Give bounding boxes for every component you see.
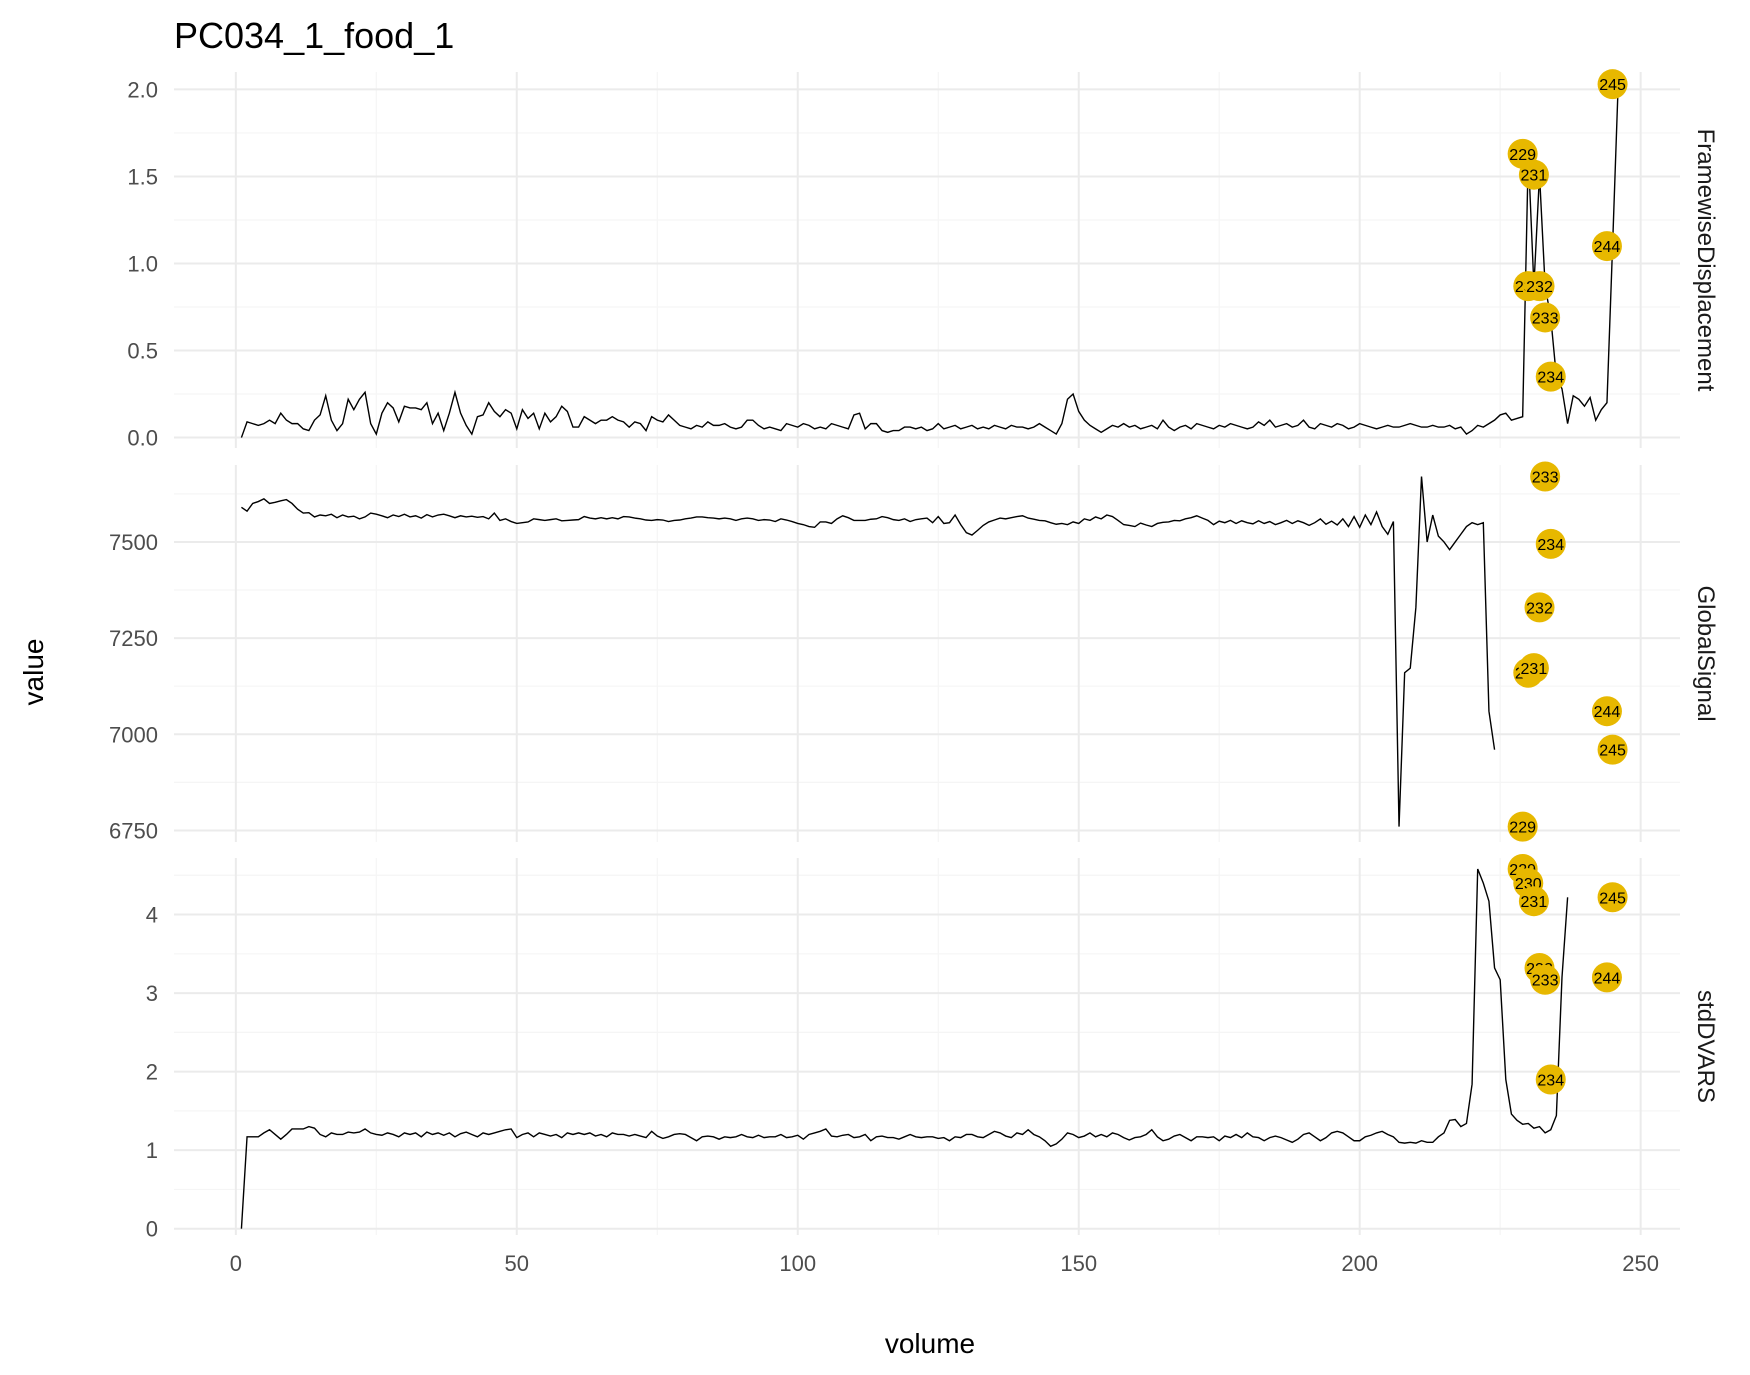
flagged-point-marker [1518, 653, 1549, 684]
flagged-point-marker [1535, 361, 1566, 392]
flagged-point-label: 244 [1594, 239, 1621, 256]
flagged-point: 232 [1524, 271, 1555, 302]
flagged-point: 234 [1535, 361, 1566, 392]
y-tick-label: 7000 [109, 722, 158, 747]
x-tick-label: 0 [230, 1251, 242, 1276]
y-tick-label: 2 [146, 1060, 158, 1085]
flagged-point-marker [1535, 1064, 1566, 1095]
flagged-point-label: 245 [1599, 743, 1626, 760]
y-tick-label: 0 [146, 1217, 158, 1242]
y-tick-label: 3 [146, 981, 158, 1006]
flagged-point-label: 231 [1521, 894, 1548, 911]
flagged-point: 245 [1597, 69, 1628, 100]
flagged-point-marker [1507, 811, 1538, 842]
flagged-point-label: 234 [1537, 537, 1564, 554]
flagged-point: 232 [1524, 592, 1555, 623]
flagged-point: 231 [1518, 886, 1549, 917]
flagged-point-marker [1535, 528, 1566, 559]
flagged-point-label: 231 [1521, 661, 1548, 678]
flagged-point-marker [1518, 159, 1549, 190]
y-tick-label: 0.0 [127, 426, 158, 451]
flagged-point-marker [1530, 461, 1561, 492]
flagged-point-label: 233 [1532, 310, 1559, 327]
x-axis-title: volume [885, 1328, 975, 1359]
flagged-point: 245 [1597, 734, 1628, 765]
flagged-point-marker [1524, 271, 1555, 302]
y-tick-label: 7500 [109, 530, 158, 555]
x-tick-label: 200 [1341, 1251, 1378, 1276]
flagged-point: 244 [1591, 231, 1622, 262]
y-tick-label: 2.0 [127, 77, 158, 102]
flagged-point: 233 [1530, 302, 1561, 333]
flagged-point: 234 [1535, 1064, 1566, 1095]
flagged-point-marker [1530, 964, 1561, 995]
y-tick-label: 1.0 [127, 251, 158, 276]
flagged-point-label: 233 [1532, 973, 1559, 990]
series-line-FramewiseDisplacement [240, 84, 1619, 438]
facet-panel-FramewiseDisplacement: 0.00.51.01.52.0229230231232233234244245F… [127, 69, 1719, 451]
flagged-point-label: 244 [1594, 704, 1621, 721]
flagged-point: 231 [1518, 159, 1549, 190]
flagged-point-label: 245 [1599, 890, 1626, 907]
flagged-point-label: 233 [1532, 470, 1559, 487]
y-tick-label: 4 [146, 903, 158, 928]
flagged-point-marker [1524, 592, 1555, 623]
flagged-point: 244 [1591, 962, 1622, 993]
flagged-point-marker [1591, 696, 1622, 727]
flagged-point-label: 234 [1537, 1072, 1564, 1089]
x-tick-label: 250 [1622, 1251, 1659, 1276]
y-tick-label: 1.5 [127, 164, 158, 189]
flagged-point-marker [1597, 734, 1628, 765]
flagged-point: 244 [1591, 696, 1622, 727]
flagged-point-marker [1591, 962, 1622, 993]
x-tick-label: 100 [779, 1251, 816, 1276]
y-tick-label: 1 [146, 1138, 158, 1163]
flagged-point: 233 [1530, 964, 1561, 995]
flagged-point-label: 232 [1526, 279, 1553, 296]
facet-panel-stdDVARS: 01234229230231232233234244245stdDVARS [146, 853, 1719, 1242]
facet-strip-label: GlobalSignal [1692, 585, 1719, 721]
facet-strip-label: FramewiseDisplacement [1692, 129, 1719, 392]
flagged-point-label: 234 [1537, 370, 1564, 387]
flagged-point-marker [1597, 69, 1628, 100]
flagged-point-label: 229 [1509, 820, 1536, 837]
flagged-point-label: 231 [1521, 168, 1548, 185]
flagged-point: 234 [1535, 528, 1566, 559]
flagged-point-label: 244 [1594, 970, 1621, 987]
flagged-point-label: 245 [1599, 77, 1626, 94]
flagged-point: 231 [1518, 653, 1549, 684]
y-tick-label: 7250 [109, 626, 158, 651]
y-tick-label: 0.5 [127, 339, 158, 364]
y-tick-label: 6750 [109, 818, 158, 843]
flagged-point-label: 229 [1509, 147, 1536, 164]
flagged-point: 229 [1507, 811, 1538, 842]
flagged-point-marker [1597, 882, 1628, 913]
flagged-point-label: 232 [1526, 600, 1553, 617]
y-axis-title: value [18, 639, 49, 706]
x-tick-label: 150 [1060, 1251, 1097, 1276]
facet-panel-GlobalSignal: 6750700072507500229230231232233234244245… [109, 461, 1719, 843]
x-tick-label: 50 [505, 1251, 529, 1276]
facet-panels: 0.0 0.5 1.0 1.5 2.0 229 2 3 0 231 232 233 234 244 245 F… [109, 69, 1719, 1276]
series-line-GlobalSignal [241, 476, 1496, 827]
flagged-point-marker [1591, 231, 1622, 262]
chart-title: PC034_1_food_1 [174, 15, 454, 56]
flagged-point: 245 [1597, 882, 1628, 913]
series-line-stdDVARS [240, 868, 1569, 1229]
flagged-point: 233 [1530, 461, 1561, 492]
facet-strip-label: stdDVARS [1692, 990, 1719, 1103]
flagged-point-marker [1518, 886, 1549, 917]
flagged-point-marker [1530, 302, 1561, 333]
